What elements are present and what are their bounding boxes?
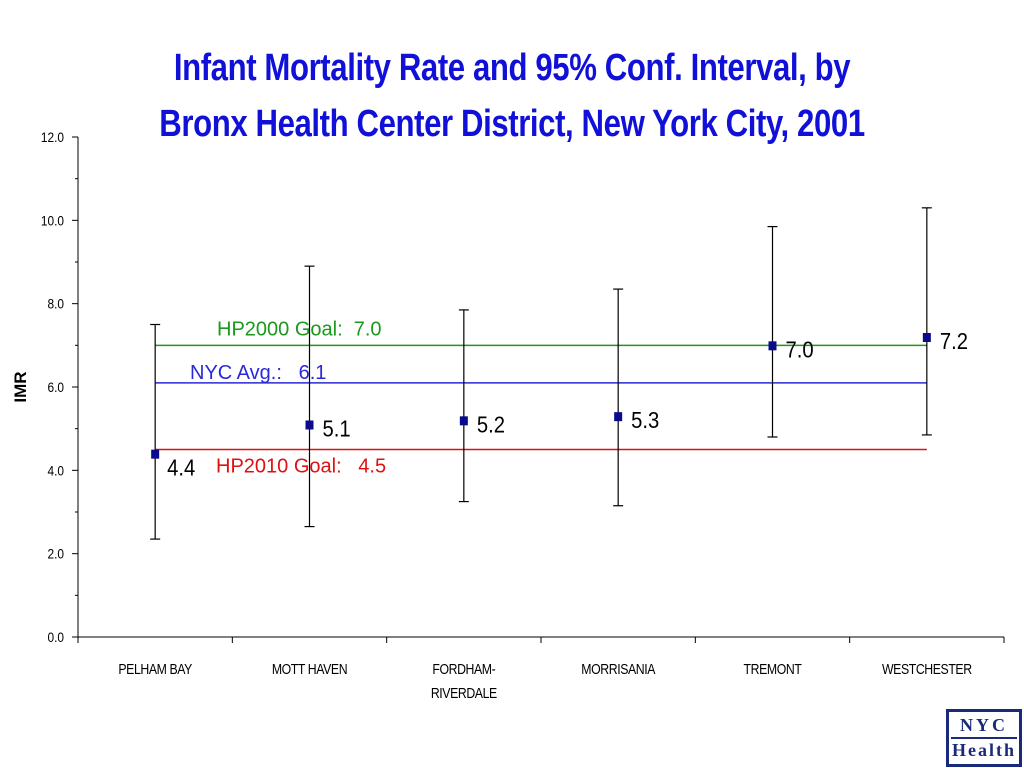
data-label: 4.4 [167, 454, 195, 481]
x-category-label: WESTCHESTER [882, 661, 972, 677]
y-tick-label: 6.0 [47, 379, 64, 395]
y-tick-label: 8.0 [47, 296, 64, 312]
data-label: 7.2 [940, 328, 968, 355]
x-category-label: RIVERDALE [431, 685, 497, 701]
x-category-label: MOTT HAVEN [272, 661, 347, 677]
y-axis-title: IMR [11, 371, 30, 402]
x-category-label: TREMONT [744, 661, 803, 677]
y-tick-label: 4.0 [47, 462, 64, 478]
x-category-label: FORDHAM- [432, 661, 495, 677]
data-point [614, 412, 623, 422]
x-category-label: MORRISANIA [581, 661, 656, 677]
logo-bottom-text: Health [951, 739, 1017, 762]
data-label: 5.2 [477, 411, 505, 438]
reference-line-label: NYC Avg.: 6.1 [190, 362, 326, 384]
data-point [305, 420, 314, 430]
chart-title: Infant Mortality Rate and 95% Conf. Inte… [92, 40, 932, 152]
data-label: 5.3 [631, 407, 659, 434]
data-label: 5.1 [323, 415, 351, 442]
logo-top-text: NYC [951, 714, 1017, 739]
x-category-label: PELHAM BAY [118, 661, 192, 677]
y-tick-label: 0.0 [47, 629, 64, 645]
data-point [922, 333, 931, 342]
data-point [151, 449, 160, 459]
data-label: 7.0 [786, 336, 814, 363]
y-tick-label: 10.0 [41, 212, 64, 228]
chart-title-line-2: Bronx Health Center District, New York C… [159, 103, 865, 145]
data-point [459, 416, 468, 426]
y-tick-label: 12.0 [41, 129, 64, 145]
nyc-health-logo: NYC Health [946, 709, 1022, 767]
reference-line-label: HP2000 Goal: 7.0 [217, 318, 382, 340]
y-tick-label: 2.0 [47, 546, 64, 562]
chart-title-line-1: Infant Mortality Rate and 95% Conf. Inte… [173, 47, 851, 89]
reference-line-label: HP2010 Goal: 4.5 [216, 456, 386, 478]
data-point [768, 341, 777, 351]
